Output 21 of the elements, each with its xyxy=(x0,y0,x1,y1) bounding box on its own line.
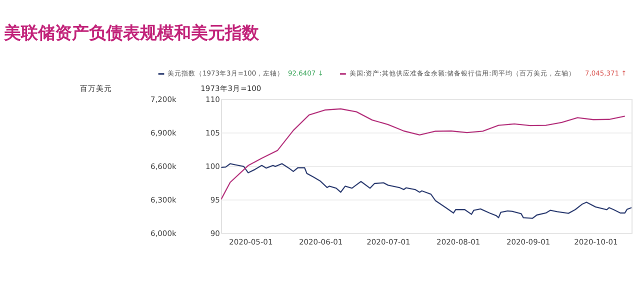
y-tick-label: 105 xyxy=(206,128,220,138)
x-tick-label: 2020-10-01 xyxy=(574,237,618,246)
x-tick-label: 2020-09-01 xyxy=(506,237,550,246)
y-tick-label: 100 xyxy=(206,162,220,172)
line-series xyxy=(221,108,626,200)
y2-tick-label: 6,000k xyxy=(150,229,177,238)
y2-tick-label: 7,200k xyxy=(150,94,177,104)
x-tick-label: 2020-05-01 xyxy=(229,237,273,246)
y-axis-title: 1973年3月=100 xyxy=(200,84,262,94)
x-tick-label: 2020-08-01 xyxy=(436,237,480,246)
y-tick-label: 95 xyxy=(210,196,220,205)
chart-title: 美联储资产负债表规模和美元指数 xyxy=(3,22,260,43)
y-tick-label: 90 xyxy=(210,229,220,238)
y2-tick-label: 6,300k xyxy=(150,196,177,205)
x-tick-label: 2020-06-01 xyxy=(298,237,343,246)
y2-tick-label: 6,900k xyxy=(150,128,177,138)
y-tick-label: 110 xyxy=(206,94,220,104)
y2-tick-label: 6,600k xyxy=(150,162,177,172)
y2-axis-title: 百万美元 xyxy=(80,84,112,94)
line-series xyxy=(221,163,632,219)
x-tick-label: 2020-07-01 xyxy=(366,237,411,246)
